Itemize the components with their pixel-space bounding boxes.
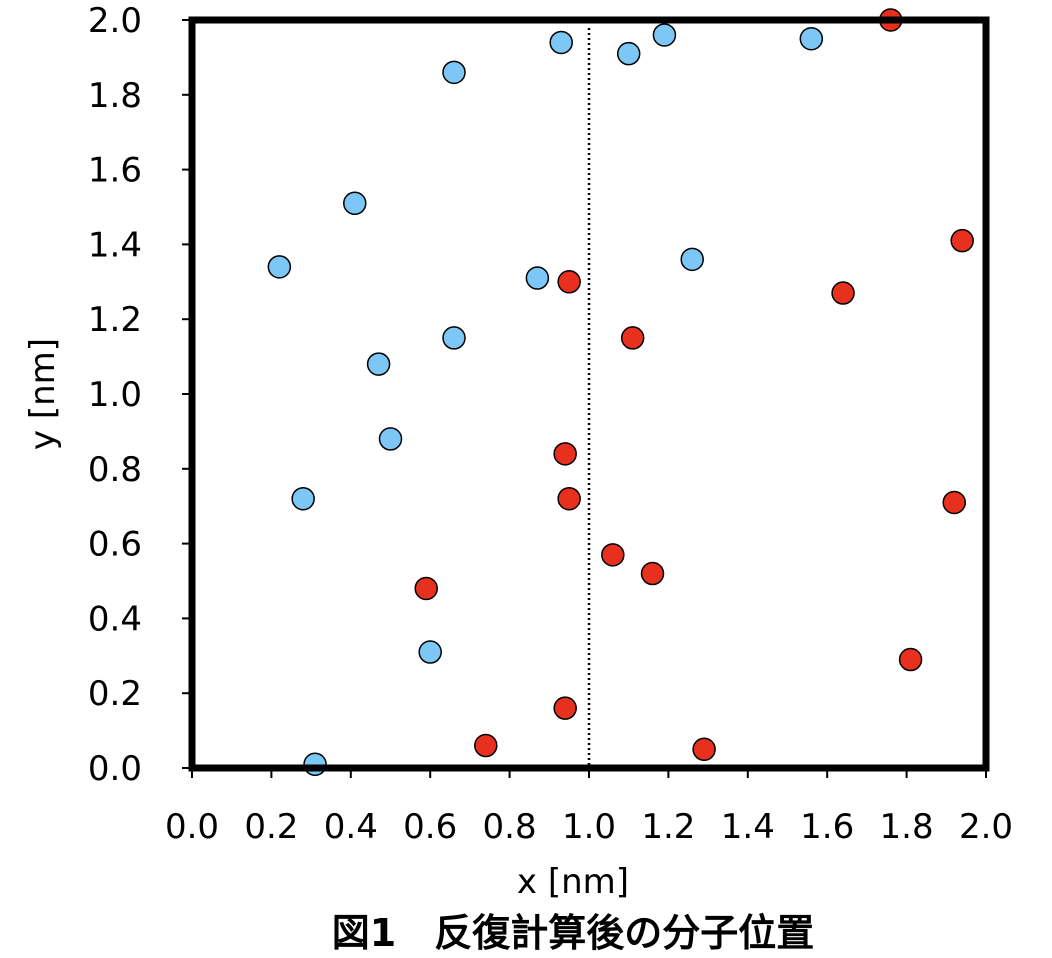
data-point-series-1-5 [442,60,466,85]
x-tick-label: 1.0 [562,807,616,847]
points-layer [267,8,974,777]
figure-caption: 図1 反復計算後の分子位置 [332,911,814,955]
data-point-series-2-6 [553,442,577,466]
x-axis-ticks: 0.0 0.2 0.4 0.6 0.8 1.0 1.2 1.4 1.6 1.8 2.0 [165,768,1013,847]
data-point-series-1-3 [652,23,677,47]
x-tick-label: 1.6 [800,807,854,847]
x-tick-label: 0.2 [244,807,298,847]
data-point-series-2-12 [898,647,923,672]
data-point-series-2-7 [557,486,581,511]
x-tick-label: 0.4 [324,807,378,847]
data-point-series-2-10 [640,561,665,586]
y-tick-label: 0.6 [88,525,142,565]
data-point-series-2-15 [692,737,716,762]
data-point-series-1-15 [303,752,327,777]
x-axis-label: x [nm] [517,862,629,902]
data-point-series-2-5 [620,326,645,350]
y-tick-label: 1.8 [88,76,142,116]
data-point-series-1-1 [549,30,573,55]
x-tick-label: 1.8 [880,807,934,847]
x-tick-label: 0.6 [403,807,457,847]
y-axis-label: y [nm] [23,338,63,450]
data-point-series-1-7 [267,255,292,279]
data-point-series-1-12 [378,427,403,451]
y-tick-label: 1.0 [88,375,142,415]
data-point-series-1-13 [291,486,315,511]
data-point-series-2-9 [601,543,625,567]
y-tick-label: 0.4 [88,599,142,639]
data-point-series-2-8 [942,490,966,515]
data-point-series-1-10 [442,326,466,350]
data-point-series-1-6 [343,191,367,216]
x-tick-label: 0.8 [483,807,537,847]
data-point-series-2-14 [474,733,498,758]
data-point-series-1-4 [799,26,824,51]
y-tick-label: 0.2 [88,674,142,714]
y-tick-label: 2.0 [88,1,142,41]
y-tick-label: 1.2 [88,300,142,340]
data-point-series-1-8 [525,266,550,290]
data-point-series-2-2 [950,228,974,253]
y-tick-label: 0.0 [88,749,142,789]
data-point-series-2-13 [553,696,577,720]
data-point-series-2-4 [831,281,855,305]
y-tick-label: 1.6 [88,151,142,191]
y-axis-ticks: 0.0 0.2 0.4 0.6 0.8 1.0 1.2 1.4 1.6 1.8 2.0 [88,1,192,789]
y-tick-label: 0.8 [88,450,142,490]
x-tick-label: 2.0 [959,807,1013,847]
y-tick-label: 1.4 [88,225,142,265]
data-point-series-1-11 [366,352,391,376]
data-point-series-1-9 [680,247,704,272]
data-point-series-2-11 [414,576,438,601]
data-point-series-1-2 [616,41,641,66]
x-tick-label: 0.0 [165,807,219,847]
x-tick-label: 1.4 [721,807,775,847]
data-point-series-2-3 [557,270,581,294]
data-point-series-1-14 [418,640,442,664]
x-tick-label: 1.2 [641,807,695,847]
